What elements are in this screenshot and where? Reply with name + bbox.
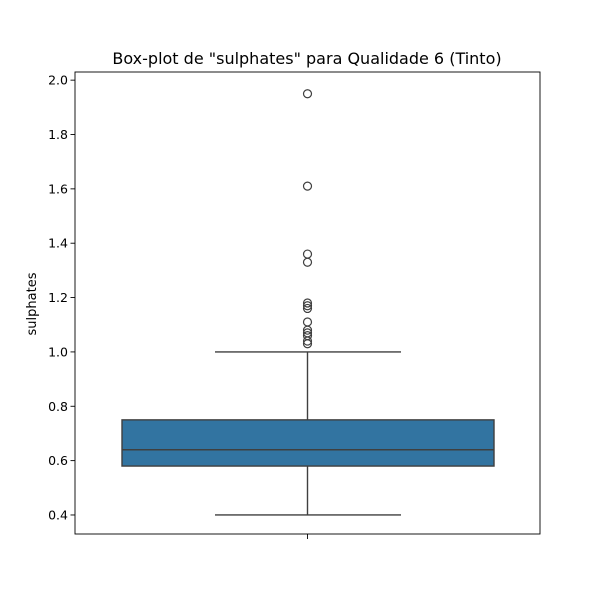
outlier-point [302,257,313,267]
y-tick-label: 2.0 [48,73,68,88]
y-tick-label: 1.4 [48,236,68,251]
y-tick-label: 0.6 [48,453,68,468]
y-tick-label: 1.0 [48,344,68,359]
outlier-point [302,89,313,99]
y-tick-label: 0.8 [48,399,68,414]
outlier-point [302,303,313,314]
y-tick-label: 0.4 [48,507,68,522]
y-tick-label: 1.8 [48,127,68,142]
chart-title: Box-plot de "sulphates" para Qualidade 6… [112,49,501,68]
outlier-point [302,181,313,191]
outlier-point [302,317,313,327]
plot-area [121,89,495,516]
iqr-box [121,419,495,467]
y-axis-ticks: 0.4 0.6 0.8 1.0 1.2 1.4 1.6 1.8 2.0 [48,73,75,522]
outlier-point [302,331,313,341]
y-axis-label: sulphates [25,272,40,335]
y-tick-label: 1.6 [48,181,68,196]
outlier-point [302,298,313,308]
y-tick-label: 1.2 [48,290,68,305]
outlier-point [302,328,313,338]
outlier-point [302,249,313,259]
outlier-point [302,301,313,311]
